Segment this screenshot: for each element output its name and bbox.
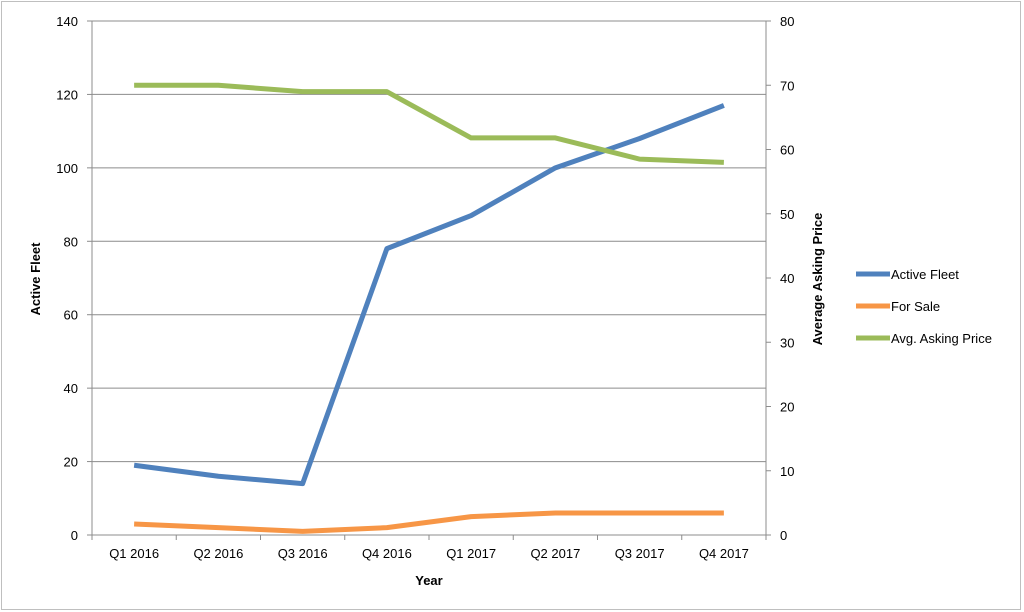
left-y-tick-label: 40 <box>64 381 78 396</box>
x-tick-label: Q2 2016 <box>193 546 243 561</box>
left-y-tick-label: 20 <box>64 455 78 470</box>
left-y-tick-labels: 0 20 40 60 80 100 120 140 <box>56 14 78 543</box>
x-tick-label: Q3 2016 <box>278 546 328 561</box>
series-line-for-sale <box>134 510 724 534</box>
right-y-tick-label: 0 <box>780 528 787 543</box>
y2-axis-title: Average Asking Price <box>810 213 825 346</box>
right-y-tick-label: 10 <box>780 464 794 479</box>
right-y-tick-label: 30 <box>780 335 794 350</box>
x-tick-labels: Q1 2016 Q2 2016 Q3 2016 Q4 2016 Q1 2017 Q2 20… <box>109 546 749 561</box>
x-axis-title: Year <box>415 573 442 588</box>
legend-label-active-fleet: Active Fleet <box>891 267 959 282</box>
right-y-tick-label: 80 <box>780 14 794 29</box>
right-y-tick-labels: 0 10 20 30 40 50 60 70 80 <box>780 14 794 543</box>
right-y-tick-label: 40 <box>780 271 794 286</box>
left-y-tick-label: 120 <box>56 87 78 102</box>
y-axis-title: Active Fleet <box>28 242 43 316</box>
series-line-active-fleet <box>133 103 725 487</box>
legend-label-avg-asking-price: Avg. Asking Price <box>891 331 992 346</box>
x-tick-label: Q4 2017 <box>699 546 749 561</box>
series-line-avg-asking-price <box>134 82 724 165</box>
gridlines <box>92 20 766 463</box>
x-tick-label: Q1 2016 <box>109 546 159 561</box>
x-tick-label: Q4 2016 <box>362 546 412 561</box>
axes <box>87 20 771 540</box>
left-y-tick-label: 80 <box>64 234 78 249</box>
x-tick-label: Q3 2017 <box>615 546 665 561</box>
left-y-tick-label: 60 <box>64 308 78 323</box>
x-tick-label: Q2 2017 <box>530 546 580 561</box>
left-y-tick-label: 140 <box>56 14 78 29</box>
legend-label-for-sale: For Sale <box>891 299 940 314</box>
right-y-tick-label: 70 <box>780 78 794 93</box>
x-tick-label: Q1 2017 <box>446 546 496 561</box>
right-y-tick-label: 60 <box>780 143 794 158</box>
right-y-tick-label: 50 <box>780 207 794 222</box>
left-y-tick-label: 100 <box>56 161 78 176</box>
left-y-tick-label: 0 <box>71 528 78 543</box>
series-lines <box>133 82 725 534</box>
right-y-tick-label: 20 <box>780 400 794 415</box>
legend: Active Fleet For Sale Avg. Asking Price <box>856 267 992 346</box>
